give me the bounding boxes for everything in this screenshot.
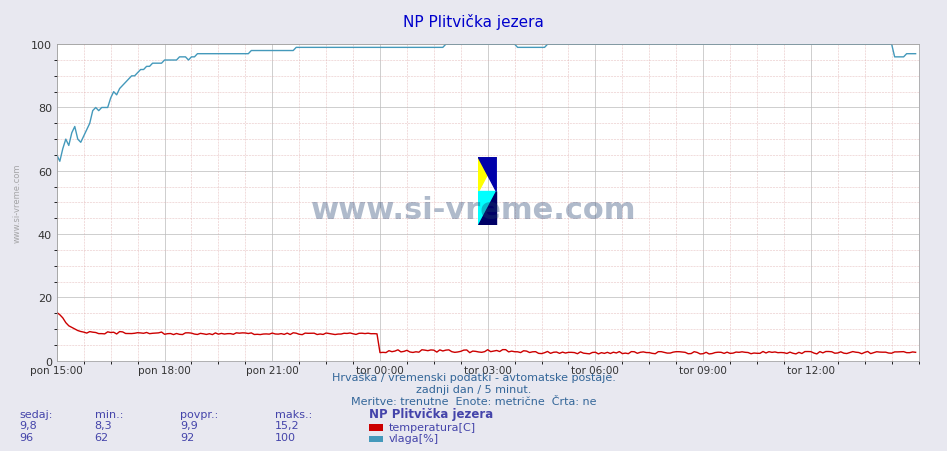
Text: vlaga[%]: vlaga[%] (388, 433, 438, 443)
Text: sedaj:: sedaj: (19, 409, 52, 419)
Polygon shape (478, 158, 496, 192)
Text: 8,3: 8,3 (95, 420, 113, 430)
Text: 100: 100 (275, 432, 295, 442)
Text: Meritve: trenutne  Enote: metrične  Črta: ne: Meritve: trenutne Enote: metrične Črta: … (350, 396, 597, 406)
Text: povpr.:: povpr.: (180, 409, 218, 419)
Text: 96: 96 (19, 432, 33, 442)
Text: 9,9: 9,9 (180, 420, 198, 430)
Polygon shape (478, 192, 496, 226)
Text: min.:: min.: (95, 409, 123, 419)
Text: 62: 62 (95, 432, 109, 442)
Text: temperatura[C]: temperatura[C] (388, 422, 475, 432)
Text: www.si-vreme.com: www.si-vreme.com (311, 195, 636, 224)
Polygon shape (478, 192, 496, 226)
FancyBboxPatch shape (369, 436, 383, 442)
FancyBboxPatch shape (369, 424, 383, 431)
Text: Hrvaška / vremenski podatki - avtomatske postaje.: Hrvaška / vremenski podatki - avtomatske… (331, 372, 616, 382)
Text: zadnji dan / 5 minut.: zadnji dan / 5 minut. (416, 384, 531, 394)
Text: 15,2: 15,2 (275, 420, 299, 430)
Text: maks.:: maks.: (275, 409, 312, 419)
Text: NP Plitvička jezera: NP Plitvička jezera (403, 14, 544, 30)
Text: NP Plitvička jezera: NP Plitvička jezera (369, 407, 493, 420)
Text: 92: 92 (180, 432, 194, 442)
Text: www.si-vreme.com: www.si-vreme.com (12, 163, 22, 243)
Polygon shape (478, 158, 496, 192)
Text: 9,8: 9,8 (19, 420, 37, 430)
